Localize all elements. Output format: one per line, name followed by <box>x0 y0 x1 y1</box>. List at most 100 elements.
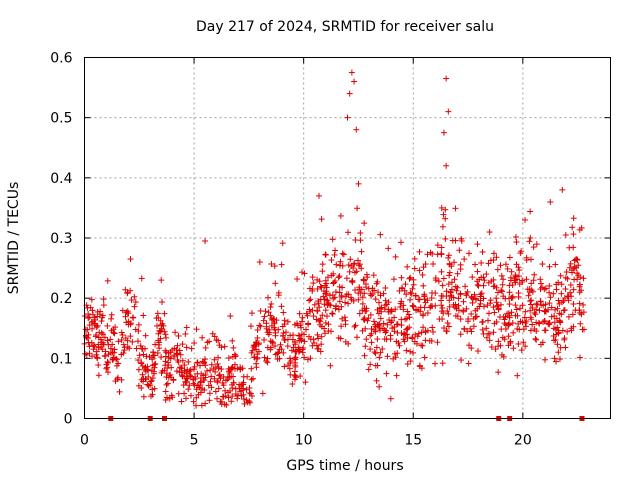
data-point <box>438 251 445 258</box>
data-point <box>576 309 583 316</box>
data-point <box>287 371 294 378</box>
data-point <box>304 356 311 363</box>
data-point <box>434 339 441 346</box>
data-point <box>184 375 191 382</box>
data-point <box>553 286 560 293</box>
data-point-peak <box>355 180 362 187</box>
data-point <box>107 336 114 343</box>
data-point <box>515 293 522 300</box>
data-point <box>513 239 520 246</box>
data-point <box>444 308 451 315</box>
data-point <box>548 304 555 311</box>
data-point <box>446 297 453 304</box>
data-point <box>452 312 459 319</box>
data-point <box>345 262 352 269</box>
data-point <box>486 337 493 344</box>
data-point-peak <box>158 277 165 284</box>
data-point <box>461 256 468 263</box>
data-point <box>359 307 366 314</box>
data-point <box>580 301 587 308</box>
data-point <box>551 355 558 362</box>
data-point <box>135 382 142 389</box>
data-point <box>157 328 164 335</box>
data-point <box>178 365 185 372</box>
data-point <box>479 326 486 333</box>
data-point <box>403 347 410 354</box>
data-point <box>412 292 419 299</box>
data-point <box>485 317 492 324</box>
data-point <box>481 277 488 284</box>
data-point <box>351 323 358 330</box>
data-point <box>573 264 580 271</box>
data-point <box>123 309 130 316</box>
data-point <box>572 307 579 314</box>
data-point <box>506 301 513 308</box>
data-point-peak <box>443 75 450 82</box>
data-point <box>490 276 497 283</box>
data-point <box>87 304 94 311</box>
data-point <box>155 314 162 321</box>
data-point <box>93 351 100 358</box>
data-point <box>383 327 390 334</box>
data-point <box>369 285 376 292</box>
data-point <box>336 273 343 280</box>
data-point <box>560 307 567 314</box>
data-point <box>446 269 453 276</box>
data-point <box>333 261 340 268</box>
data-point <box>186 382 193 389</box>
data-point <box>453 287 460 294</box>
data-point <box>359 300 366 307</box>
data-point <box>435 278 442 285</box>
data-point <box>414 333 421 340</box>
data-point <box>148 393 155 400</box>
data-point <box>382 297 389 304</box>
data-point <box>528 280 535 287</box>
data-point <box>124 337 131 344</box>
data-point <box>480 330 487 337</box>
data-point <box>208 361 215 368</box>
data-point <box>472 261 479 268</box>
data-point <box>206 390 213 397</box>
data-point <box>218 366 225 373</box>
data-point <box>398 298 405 305</box>
data-point <box>173 350 180 357</box>
data-point <box>457 266 464 273</box>
data-point <box>113 355 120 362</box>
data-point <box>133 345 140 352</box>
data-point <box>510 345 517 352</box>
data-point <box>477 297 484 304</box>
data-point <box>553 358 560 365</box>
data-point <box>407 358 414 365</box>
data-point <box>537 341 544 348</box>
data-point <box>197 379 204 386</box>
data-point <box>402 281 409 288</box>
data-point <box>561 294 568 301</box>
data-point <box>574 276 581 283</box>
data-point <box>570 286 577 293</box>
data-point <box>321 296 328 303</box>
data-point <box>182 395 189 402</box>
data-point <box>353 334 360 341</box>
data-point <box>565 313 572 320</box>
y-tick-label: 0.5 <box>50 111 72 127</box>
data-point <box>190 366 197 373</box>
data-point <box>391 328 398 335</box>
data-point <box>265 294 272 301</box>
data-point <box>190 376 197 383</box>
data-point <box>546 263 553 270</box>
data-point <box>237 366 244 373</box>
data-point <box>365 315 372 322</box>
data-point <box>272 280 279 287</box>
data-point <box>191 340 198 347</box>
data-point <box>406 324 413 331</box>
data-point <box>546 300 553 307</box>
data-point <box>193 394 200 401</box>
data-point <box>296 310 303 317</box>
data-point <box>542 327 549 334</box>
data-point <box>173 368 180 375</box>
data-point <box>338 303 345 310</box>
data-point <box>316 304 323 311</box>
data-point <box>539 261 546 268</box>
data-point <box>365 366 372 373</box>
